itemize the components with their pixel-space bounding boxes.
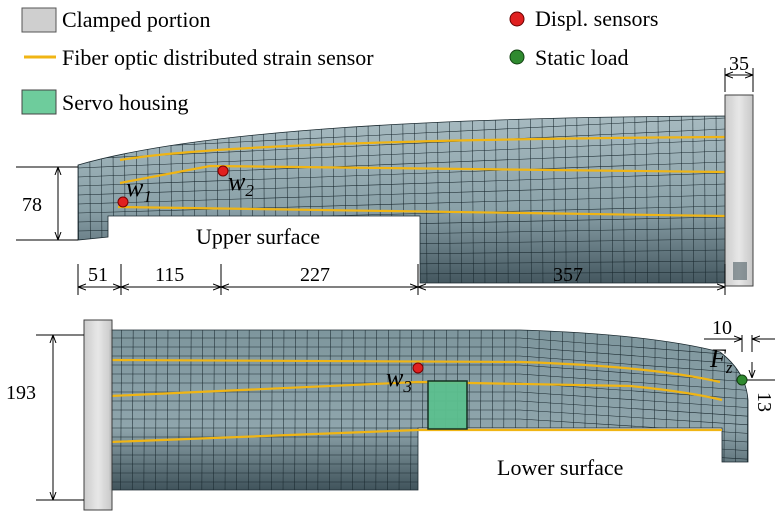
mesh-line xyxy=(519,391,748,408)
dim-load-offset-x: 10 xyxy=(712,317,732,339)
dim-seg2: 115 xyxy=(155,264,184,286)
mesh-line xyxy=(78,183,725,205)
mesh-line xyxy=(519,337,748,357)
mesh-line xyxy=(622,116,625,283)
mesh-line xyxy=(576,116,579,283)
static-load-point xyxy=(736,374,748,386)
mesh-line xyxy=(78,128,725,160)
upper-clamp xyxy=(724,94,754,287)
dim-upper-height: 78 xyxy=(22,194,42,216)
lower-dimensions: 193 10 13 xyxy=(6,317,775,501)
label-w1: w1 xyxy=(126,173,152,206)
mesh-line xyxy=(78,172,725,196)
lower-clamp xyxy=(83,319,113,511)
upper-fiber-2 xyxy=(119,164,726,185)
dim-seg4: 357 xyxy=(553,264,583,286)
mesh-line xyxy=(519,481,748,490)
dim-load-offset-y: 13 xyxy=(753,392,775,412)
dim-seg1: 51 xyxy=(88,264,108,286)
dim-seg3: 227 xyxy=(300,264,330,286)
mesh-line xyxy=(634,116,637,283)
legend-fiber-label: Fiber optic distributed strain sensor xyxy=(62,45,374,70)
upper-fiber-3 xyxy=(117,205,726,218)
mesh-line xyxy=(425,116,428,283)
clamped-swatch xyxy=(21,7,57,33)
dim-top-width: 35 xyxy=(729,53,749,75)
displ-sensor-w3 xyxy=(412,362,424,374)
mesh-line xyxy=(78,117,725,151)
legend-displ-label: Displ. sensors xyxy=(535,6,658,31)
mesh-line xyxy=(78,139,725,169)
legend-servo-label: Servo housing xyxy=(62,90,189,115)
mesh-line xyxy=(680,116,683,283)
legend-load-label: Static load xyxy=(535,45,628,70)
lower-surface-label: Lower surface xyxy=(497,455,623,480)
label-fz: Fz xyxy=(709,344,733,377)
upper-fiber-1 xyxy=(119,135,726,162)
displ-sensor-swatch xyxy=(509,11,525,27)
mesh-line xyxy=(692,116,695,283)
upper-dimensions: 35 78 51 115 227 357 xyxy=(16,53,754,295)
mesh-line xyxy=(519,355,748,374)
dim-lower-height: 193 xyxy=(6,382,36,404)
mesh-line xyxy=(564,116,567,283)
legend-clamped-label: Clamped portion xyxy=(62,7,210,32)
mesh-line xyxy=(519,409,748,426)
servo-housing xyxy=(427,380,468,430)
mesh-line xyxy=(611,116,613,283)
lower-surface: w3 Fz Lower surface xyxy=(83,319,749,511)
mesh-line xyxy=(519,346,748,365)
mesh-line xyxy=(715,116,718,283)
displ-sensor-w2 xyxy=(217,165,229,177)
legend: Clamped portion Fiber optic distributed … xyxy=(21,6,658,115)
mesh-line xyxy=(78,161,725,187)
lower-fiber-3 xyxy=(109,428,722,444)
mesh-line xyxy=(646,116,648,283)
mesh-line xyxy=(78,150,725,178)
servo-swatch xyxy=(21,89,57,115)
upper-surface: w1 w2 Upper surface xyxy=(77,94,754,287)
upper-surface-label: Upper surface xyxy=(196,224,320,249)
label-w3: w3 xyxy=(386,363,412,396)
mesh-line xyxy=(520,491,748,502)
mesh-line xyxy=(588,116,590,283)
label-w2: w2 xyxy=(228,167,254,200)
displ-sensor-w1 xyxy=(117,196,129,208)
lower-fiber-2 xyxy=(109,380,723,402)
static-load-swatch xyxy=(509,49,525,65)
mesh-line xyxy=(669,116,671,283)
mesh-line xyxy=(599,116,602,283)
mesh-line xyxy=(657,116,660,283)
mesh-line xyxy=(78,194,725,214)
mesh-line xyxy=(519,373,748,391)
lower-fiber-1 xyxy=(109,358,721,384)
mesh-line xyxy=(519,436,748,451)
mesh-line xyxy=(519,400,748,417)
mesh-line xyxy=(704,116,706,283)
